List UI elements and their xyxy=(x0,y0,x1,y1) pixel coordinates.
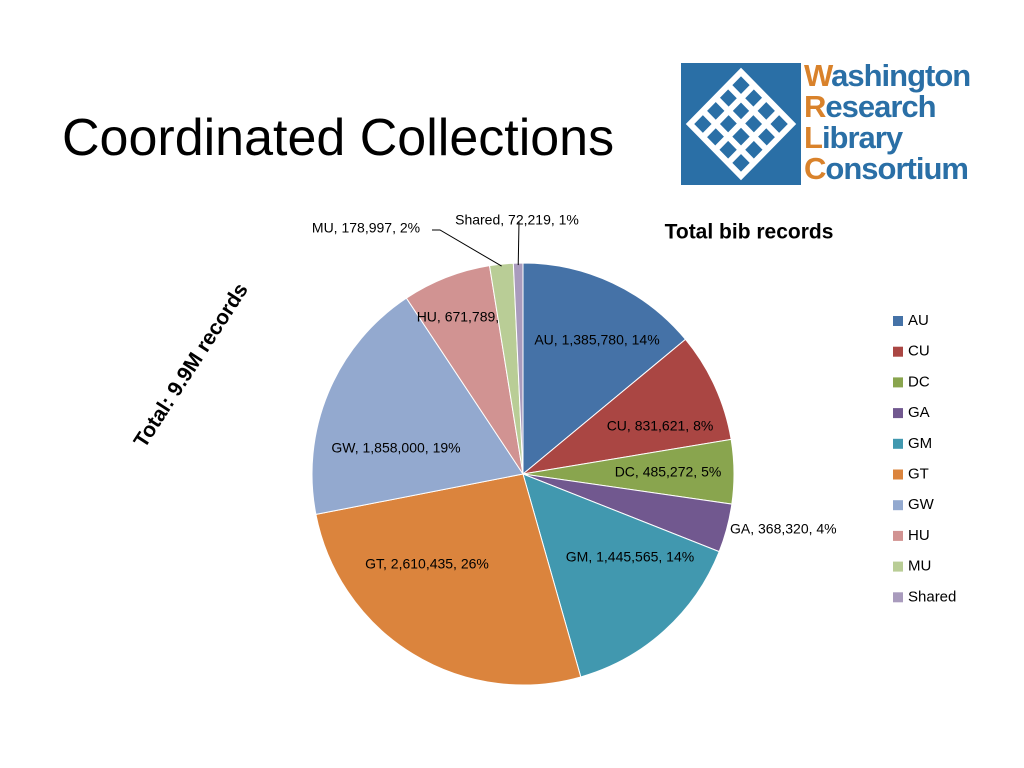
logo-line: Library xyxy=(804,120,903,155)
legend-swatch xyxy=(893,346,903,357)
logo-line: Washington xyxy=(804,58,971,93)
legend-label: DC xyxy=(908,373,930,390)
legend-label: GW xyxy=(908,496,935,513)
legend-label: GM xyxy=(908,435,932,452)
data-label: GW, 1,858,000, 19% xyxy=(331,440,460,456)
annotation: Total: 9.9M records xyxy=(130,279,253,452)
pie-slice xyxy=(522,473,720,678)
logo-line: Consortium xyxy=(804,151,969,186)
legend-label: Shared xyxy=(908,588,956,605)
legend-swatch xyxy=(893,438,903,449)
legend-swatch xyxy=(893,316,903,326)
legend-swatch xyxy=(893,500,903,511)
legend-label: GA xyxy=(908,404,930,421)
data-label: DC, 485,272, 5% xyxy=(615,464,722,480)
data-label: MU, 178,997, 2% xyxy=(312,220,420,236)
legend-swatch xyxy=(893,592,903,603)
legend-swatch xyxy=(893,530,903,541)
data-label: AU, 1,385,780, 14% xyxy=(534,332,659,348)
legend-label: MU xyxy=(908,558,931,575)
pie-slice xyxy=(521,338,732,475)
data-label: CU, 831,621, 8% xyxy=(607,418,714,434)
chart-title: Total bib records xyxy=(665,221,834,244)
leader-line xyxy=(432,229,502,267)
legend-label: CU xyxy=(908,343,930,360)
legend-label: AU xyxy=(908,312,929,329)
legend-label: GT xyxy=(908,465,929,482)
data-label: GT, 2,610,435, 26% xyxy=(365,556,489,572)
pie-slice xyxy=(315,473,582,686)
slide-title: Coordinated Collections xyxy=(62,109,615,167)
pie-slice xyxy=(311,297,524,516)
logo-text: Washington Research Library Consortium xyxy=(804,58,971,186)
legend-swatch xyxy=(893,377,903,388)
logo-mark xyxy=(681,63,801,185)
legend-label: HU xyxy=(908,527,930,544)
logo-line: Research xyxy=(804,89,937,124)
leader-line xyxy=(517,221,520,266)
data-label: GA, 368,320, 4% xyxy=(730,521,837,537)
legend-swatch xyxy=(893,561,903,572)
data-label: GM, 1,445,565, 14% xyxy=(566,549,694,565)
pie-slice xyxy=(522,262,687,476)
data-label: Shared, 72,219, 1% xyxy=(455,212,579,228)
legend-swatch xyxy=(893,408,903,419)
legend-swatch xyxy=(893,469,903,480)
